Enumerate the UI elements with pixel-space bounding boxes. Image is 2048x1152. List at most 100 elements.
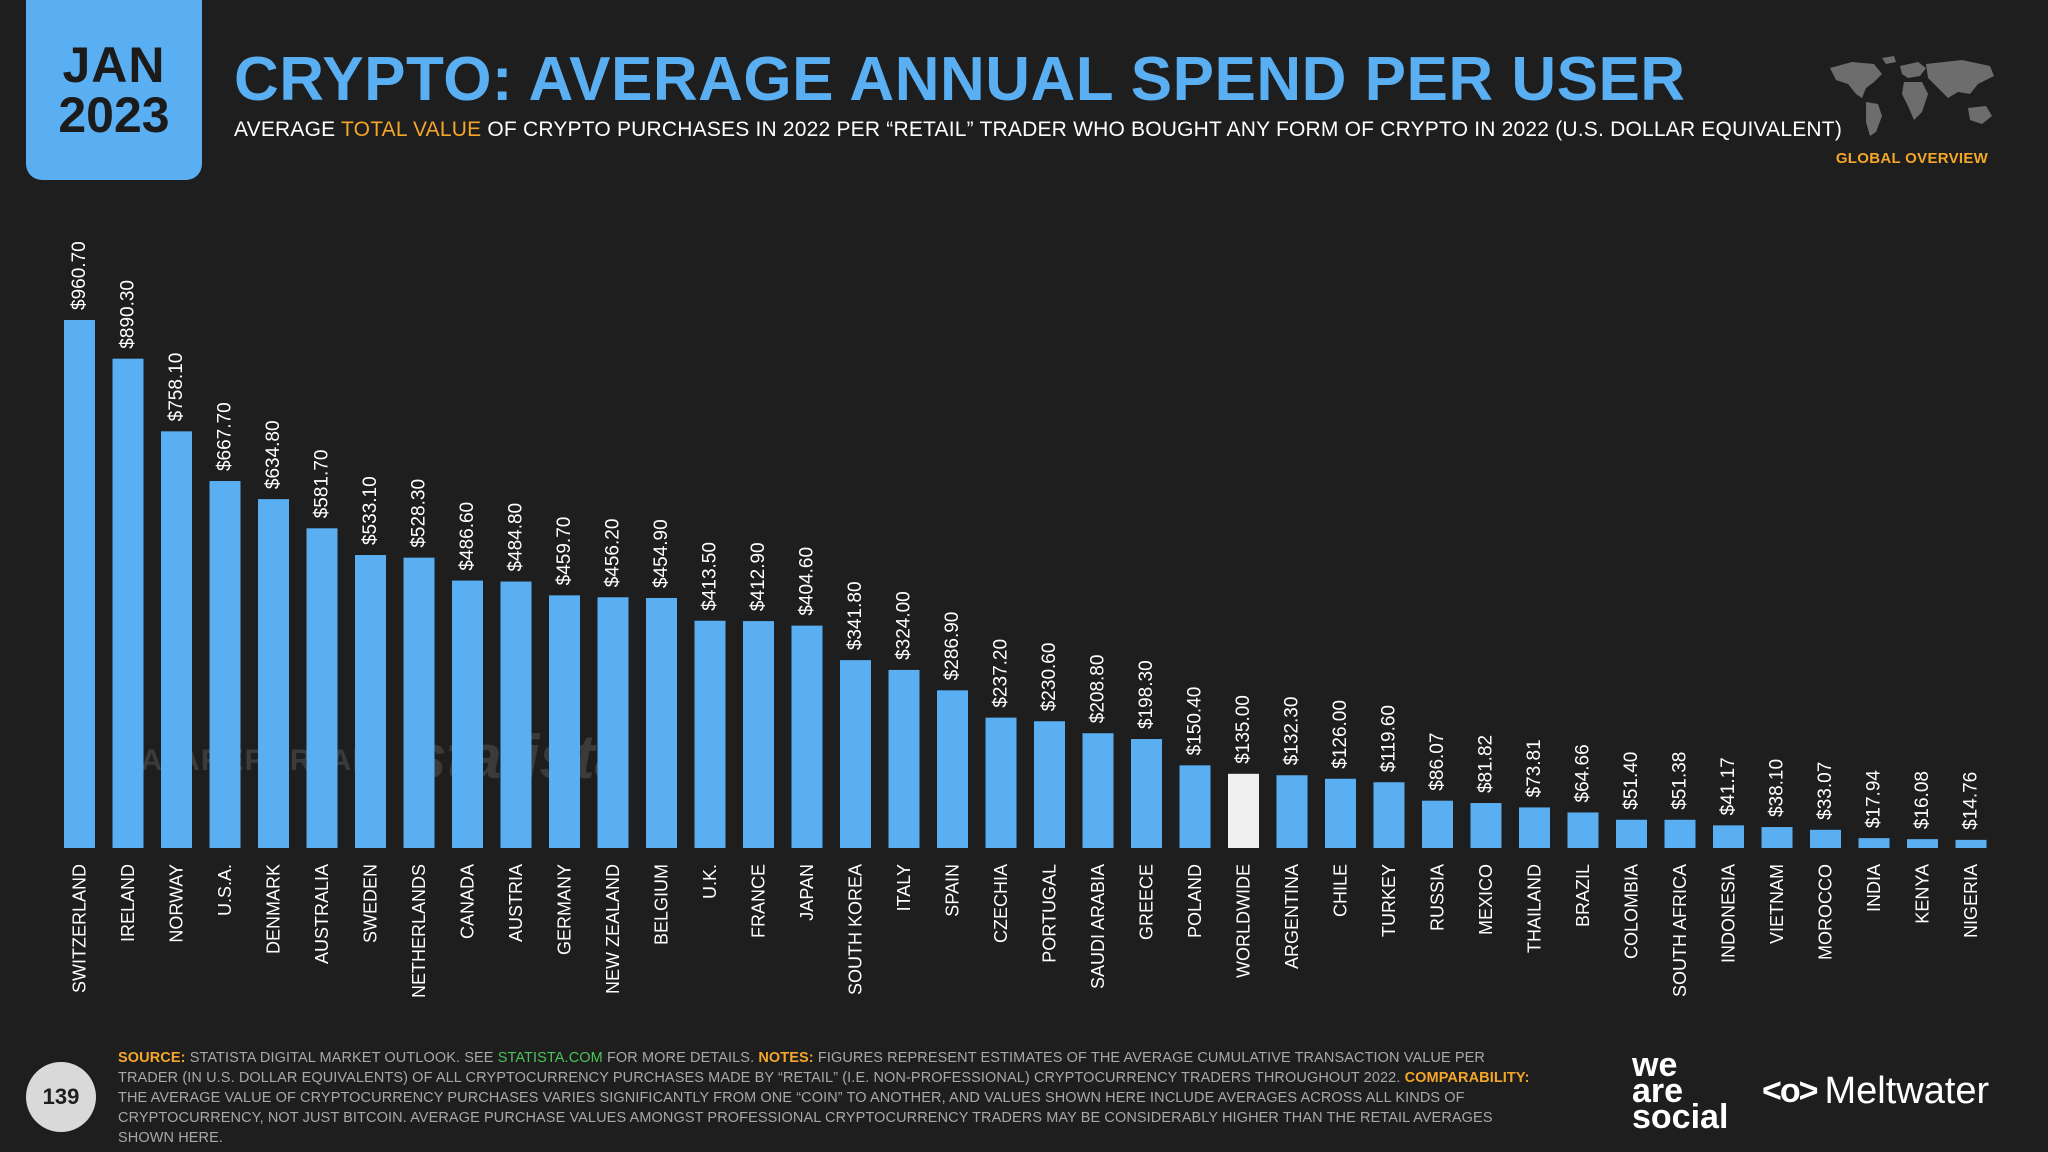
- bar-argentina: [1276, 775, 1308, 848]
- category-label: NEW ZEALAND: [603, 864, 623, 994]
- bar-chile: [1325, 778, 1356, 848]
- date-badge: JAN 2023: [26, 0, 202, 180]
- value-label: $38.10: [1767, 759, 1788, 817]
- bar-ireland: [112, 358, 144, 848]
- subtitle-pre: AVERAGE: [234, 118, 342, 141]
- value-label: $890.30: [118, 280, 139, 349]
- bar-new-zealand: [597, 597, 629, 848]
- bar-belgium: [646, 597, 677, 848]
- page-title: CRYPTO: AVERAGE ANNUAL SPEND PER USER: [234, 45, 1686, 114]
- meltwater-name: Meltwater: [1824, 1070, 1990, 1112]
- bar-kenya: [1907, 839, 1938, 848]
- bar-turkey: [1373, 782, 1405, 848]
- value-label: $341.80: [845, 581, 866, 650]
- category-label: INDONESIA: [1719, 864, 1739, 963]
- value-label: $237.20: [991, 639, 1012, 708]
- category-label: BRAZIL: [1573, 864, 1593, 927]
- bar-morocco: [1810, 829, 1841, 848]
- bar-denmark: [258, 499, 289, 848]
- value-label: $41.17: [1718, 757, 1739, 815]
- bar-poland: [1179, 765, 1211, 848]
- category-label: COLOMBIA: [1622, 864, 1642, 959]
- subtitle-highlight: TOTAL VALUE: [341, 118, 482, 141]
- value-label: $412.90: [748, 542, 769, 611]
- value-label: $126.00: [1330, 700, 1351, 769]
- category-label: ARGENTINA: [1282, 864, 1302, 969]
- subtitle-post: OF CRYPTO PURCHASES IN 2022 PER “RETAIL”…: [481, 118, 1843, 141]
- category-label: U.K.: [700, 864, 720, 899]
- was-line-2: are: [1632, 1072, 1684, 1110]
- comparability-key: COMPARABILITY:: [1404, 1070, 1530, 1086]
- value-label: $135.00: [1233, 695, 1254, 764]
- value-label: $33.07: [1815, 762, 1836, 820]
- value-label: $14.76: [1961, 772, 1982, 830]
- value-label: $667.70: [215, 402, 236, 471]
- category-label: KENYA: [1913, 864, 1933, 924]
- value-label: $758.10: [166, 353, 187, 422]
- category-label: CHILE: [1331, 864, 1351, 917]
- value-label: $459.70: [554, 517, 575, 586]
- category-label: RUSSIA: [1428, 864, 1448, 931]
- bar-sweden: [355, 555, 386, 848]
- value-label: $581.70: [312, 450, 333, 519]
- value-label: $404.60: [797, 547, 818, 616]
- category-label: WORLDWIDE: [1234, 864, 1254, 978]
- value-label: $456.20: [603, 519, 624, 588]
- value-label: $486.60: [457, 502, 478, 571]
- notes-key: NOTES:: [758, 1050, 814, 1066]
- bar-germany: [549, 595, 580, 848]
- was-line-1: we: [1632, 1046, 1678, 1084]
- category-label: POLAND: [1185, 864, 1205, 938]
- bar-vietnam: [1761, 827, 1793, 848]
- category-label: CANADA: [458, 864, 478, 939]
- value-label: $208.80: [1088, 655, 1109, 724]
- bar-south-africa: [1664, 819, 1696, 848]
- value-label: $528.30: [409, 479, 430, 548]
- bar-czechia: [985, 717, 1017, 848]
- bar-greece: [1131, 739, 1162, 848]
- date-month: JAN: [62, 37, 166, 93]
- category-label: U.S.A.: [215, 864, 235, 916]
- date-year: 2023: [58, 87, 170, 143]
- value-label: $17.94: [1864, 770, 1885, 829]
- source-link[interactable]: STATISTA.COM: [497, 1050, 603, 1066]
- bar-mexico: [1470, 803, 1502, 848]
- bar-norway: [161, 431, 192, 848]
- category-label: TURKEY: [1379, 864, 1399, 937]
- bar-colombia: [1616, 819, 1647, 848]
- value-label: $119.60: [1379, 705, 1400, 772]
- page-number: 139: [26, 1062, 96, 1132]
- category-label: ITALY: [894, 864, 914, 911]
- bar-u-s-a-: [209, 481, 241, 848]
- bar-u-k-: [694, 620, 726, 848]
- category-label: INDIA: [1864, 864, 1884, 912]
- bar-italy: [888, 669, 920, 848]
- source-key: SOURCE:: [118, 1050, 186, 1066]
- category-label: NETHERLANDS: [409, 864, 429, 998]
- bar-portugal: [1034, 721, 1065, 848]
- bar-switzerland: [64, 320, 95, 848]
- category-label: NIGERIA: [1961, 864, 1981, 938]
- category-label: SOUTH KOREA: [846, 864, 866, 995]
- category-label: GERMANY: [555, 864, 575, 955]
- we-are-social-logo: we are social: [1632, 1046, 1728, 1134]
- page-subtitle: AVERAGE TOTAL VALUE OF CRYPTO PURCHASES …: [234, 118, 1842, 142]
- value-label: $73.81: [1524, 739, 1545, 797]
- category-label: JAPAN: [797, 864, 817, 921]
- category-label: FRANCE: [749, 864, 769, 938]
- category-label: PORTUGAL: [1040, 864, 1060, 963]
- value-label: $150.40: [1185, 687, 1206, 756]
- bar-nigeria: [1955, 839, 1987, 848]
- value-label: $230.60: [1039, 643, 1060, 712]
- category-label: CZECHIA: [991, 864, 1011, 943]
- category-label: SAUDI ARABIA: [1088, 864, 1108, 989]
- value-label: $484.80: [506, 503, 527, 572]
- value-label: $132.30: [1282, 697, 1303, 766]
- bar-russia: [1422, 800, 1453, 848]
- value-label: $454.90: [651, 519, 672, 588]
- value-label: $51.40: [1621, 752, 1642, 810]
- category-label: BELGIUM: [652, 864, 672, 945]
- value-label: $324.00: [894, 591, 915, 660]
- meltwater-icon: <o>: [1762, 1072, 1819, 1110]
- category-label: IRELAND: [118, 864, 138, 942]
